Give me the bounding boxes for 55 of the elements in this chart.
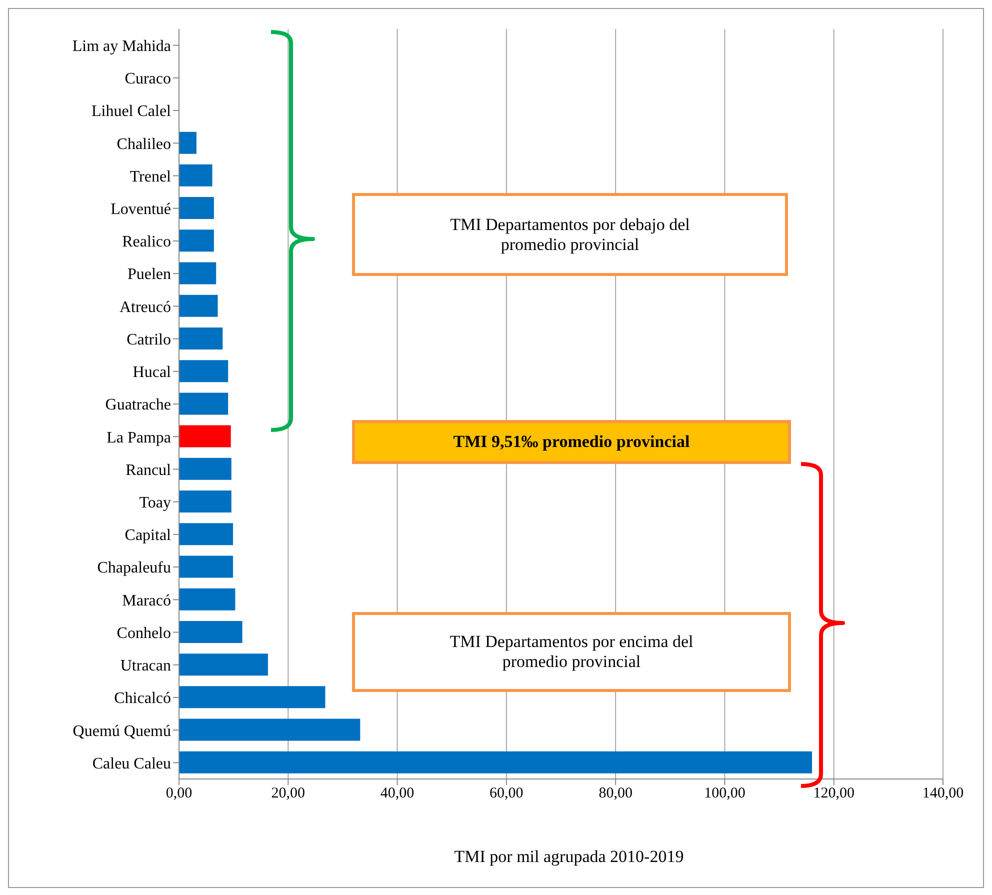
y-tick-label: Loventué (110, 201, 171, 218)
y-tick-label: La Pampa (106, 429, 171, 446)
y-tick-label: Catrilo (126, 331, 171, 348)
bar (179, 490, 232, 513)
y-tick-label: Guatrache (105, 396, 171, 414)
bar (179, 425, 231, 448)
bar (179, 230, 214, 252)
bar (179, 164, 212, 186)
bar (179, 262, 216, 284)
bar (179, 751, 812, 774)
bar (179, 556, 234, 578)
x-tick-label: 60,00 (490, 786, 524, 802)
x-axis-title: TMI por mil agrupada 2010-2019 (453, 847, 685, 867)
y-tick-label: Caleu Caleu (92, 755, 171, 772)
y-tick-label: Lim ay Mahida (72, 38, 171, 55)
x-tick-label: 80,00 (598, 786, 632, 802)
note-box: TMI Departamentos por debajo del promedio provincial (352, 193, 788, 276)
x-tick-label: 20,00 (271, 786, 306, 802)
bar (179, 360, 228, 382)
bar (179, 588, 236, 610)
bar (179, 686, 326, 708)
x-tick-label: 0,00 (166, 786, 192, 802)
note-box: TMI 9,51‰ promedio provincial (352, 420, 791, 464)
y-tick-label: Quemú Quemú (72, 722, 171, 740)
y-tick-label: Toay (139, 494, 171, 512)
bar (179, 327, 223, 350)
y-tick-label: Conhelo (116, 624, 171, 642)
y-tick-label: Realico (122, 234, 171, 251)
bar (179, 132, 196, 154)
y-tick-label: Puelen (127, 266, 171, 284)
bar (179, 523, 234, 546)
y-tick-label: Maracó (122, 592, 171, 610)
y-tick-label: Trenel (130, 168, 172, 186)
y-tick-label: Utracan (120, 658, 171, 675)
bar (179, 392, 228, 415)
bar (179, 718, 360, 741)
y-tick-label: Capital (124, 527, 172, 544)
note-box: TMI Departamentos por encima del promedio provincial (352, 612, 791, 692)
y-tick-label: Rancul (126, 462, 172, 479)
x-tick-label: 120,00 (813, 786, 854, 802)
x-tick-label: 140,00 (922, 786, 964, 802)
bar (179, 294, 218, 317)
bar (179, 458, 232, 480)
x-tick-label: 40,00 (380, 786, 414, 802)
bar (179, 620, 242, 643)
y-tick-label: Atreucó (119, 298, 171, 316)
y-tick-label: Chapaleufu (97, 560, 171, 577)
y-tick-label: Hucal (132, 364, 172, 382)
y-tick-label: Chicalcó (114, 690, 171, 708)
y-tick-label: Curaco (124, 70, 171, 88)
y-tick-label: Chalileo (116, 136, 171, 153)
bar (179, 197, 214, 220)
bar (179, 654, 268, 676)
x-tick-label: 100,00 (704, 786, 746, 802)
y-tick-label: Lihuel Calel (91, 103, 172, 120)
